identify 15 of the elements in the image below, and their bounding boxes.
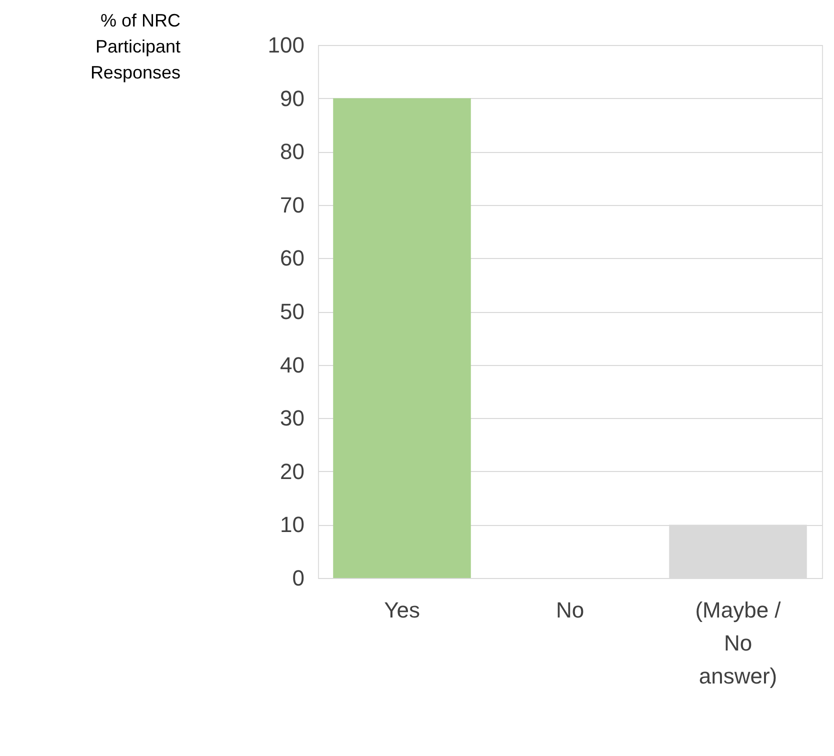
y-tick-label: 50 [280, 299, 304, 324]
y-tick-label: 60 [280, 246, 304, 271]
y-tick-label: 90 [280, 86, 304, 111]
y-axis-title: % of NRC Participant Responses [90, 10, 180, 82]
x-tick-label: No [556, 598, 584, 622]
y-tick-label: 80 [280, 139, 304, 164]
y-tick-label: 10 [280, 512, 304, 538]
y-tick-label: 30 [280, 406, 304, 431]
y-tick-label: 70 [280, 192, 304, 218]
y-tick-label: 100 [268, 32, 304, 58]
x-tick-label: Yes [384, 598, 420, 622]
y-tick-label: 40 [280, 352, 304, 378]
y-tick-label: 20 [280, 458, 304, 484]
x-tick-label: (Maybe / No answer) [695, 598, 782, 688]
y-tick-label: 0 [292, 566, 304, 590]
